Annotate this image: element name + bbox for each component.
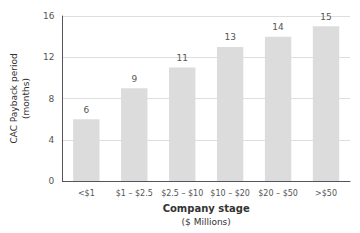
svg-text:$10 – $20: $10 – $20: [210, 189, 250, 198]
svg-text:13: 13: [224, 32, 235, 42]
svg-text:$2.5 – $10: $2.5 – $10: [161, 189, 203, 198]
svg-text:16: 16: [43, 11, 55, 21]
svg-text:$20 – $50: $20 – $50: [258, 189, 298, 198]
svg-text:0: 0: [49, 176, 55, 186]
svg-text:8: 8: [49, 94, 55, 104]
svg-text:4: 4: [49, 135, 55, 145]
svg-text:Company stage: Company stage: [163, 203, 250, 214]
svg-text:>​$50: >​$50: [315, 189, 337, 198]
svg-text:15: 15: [320, 12, 331, 22]
svg-text:($ Millions): ($ Millions): [182, 217, 231, 227]
svg-text:9: 9: [131, 74, 137, 84]
svg-text:11: 11: [176, 53, 187, 63]
svg-text:CAC Payback period: CAC Payback period: [9, 53, 19, 143]
svg-text:14: 14: [272, 22, 284, 32]
svg-text:6: 6: [83, 105, 89, 115]
svg-text:<$1: <$1: [78, 189, 95, 198]
svg-text:(months): (months): [21, 78, 31, 119]
svg-text:$1 – $2.5: $1 – $2.5: [116, 189, 153, 198]
svg-text:12: 12: [43, 52, 54, 62]
